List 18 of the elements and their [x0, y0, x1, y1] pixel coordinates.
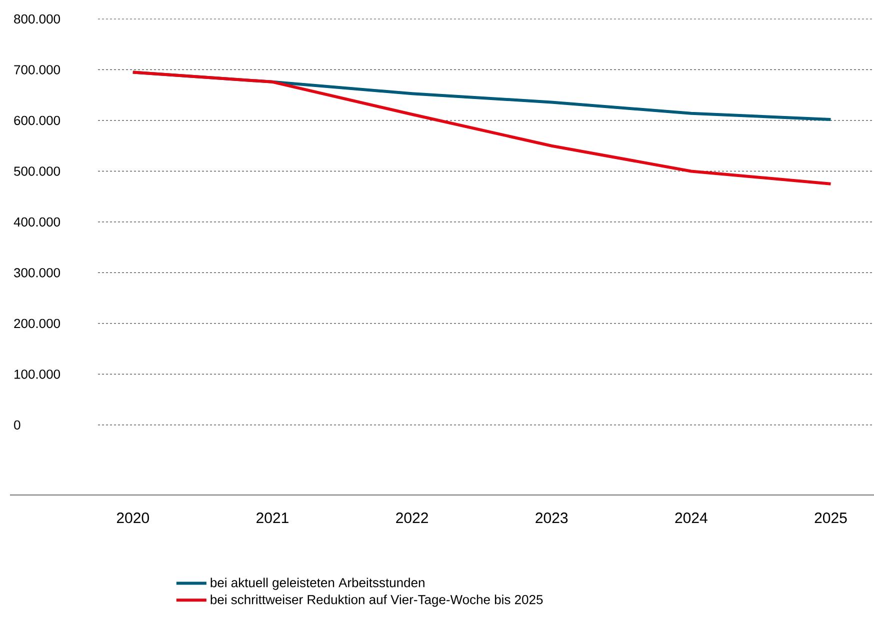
y-tick-label: 0 [14, 420, 20, 430]
x-tick-label: 2024 [675, 512, 708, 524]
x-tick-label: 2020 [116, 512, 149, 524]
y-tick-label: 800.000 [14, 14, 60, 24]
y-tick-label: 400.000 [14, 217, 60, 227]
x-tick-label: 2021 [256, 512, 288, 524]
y-tick-label: 200.000 [14, 318, 60, 328]
legend-label: bei aktuell geleisteten Arbeitsstunden [210, 578, 424, 590]
y-tick-label: 600.000 [14, 116, 60, 126]
y-tick-label: 100.000 [14, 370, 60, 379]
y-tick-label: 700.000 [14, 65, 60, 74]
y-tick-label: 300.000 [14, 268, 60, 278]
legend-label: bei schrittweiser Reduktion auf Vier-Tage-Woche bis 2025 [210, 594, 543, 607]
y-tick-label: 500.000 [14, 166, 60, 176]
x-tick-label: 2022 [396, 512, 428, 524]
line-series [131, 70, 832, 186]
x-tick-label: 2025 [814, 512, 847, 524]
x-tick-label: 2023 [536, 512, 568, 524]
